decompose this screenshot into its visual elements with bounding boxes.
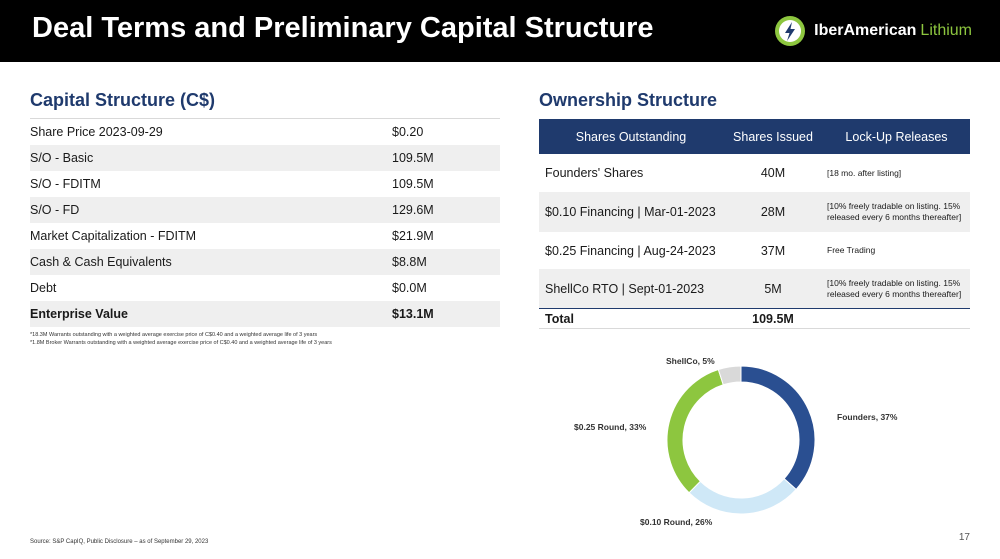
table-row: Share Price 2023-09-29 $0.20 <box>30 119 500 145</box>
row-issued: 5M <box>764 281 782 296</box>
capital-structure-table: Share Price 2023-09-29 $0.20 S/O - Basic… <box>30 118 500 327</box>
slice-010-round <box>688 478 797 515</box>
slice-founders <box>740 365 816 491</box>
row-label: S/O - FDITM <box>30 177 101 191</box>
company-logo: IberAmerican Lithium <box>774 14 972 48</box>
row-issued: 28M <box>760 205 786 219</box>
slice-label-shellco: ShellCo, 5% <box>666 356 715 366</box>
slice-label-025-round: $0.25 Round, 33% <box>574 422 647 432</box>
row-value: $8.8M <box>392 255 427 269</box>
column-header: Shares Outstanding <box>575 129 687 144</box>
row-value: $0.0M <box>392 281 427 295</box>
logo-word-lithium: Lithium <box>920 22 972 39</box>
table-row: $0.25 Financing | Aug-24-2023 37M Free T… <box>539 232 970 269</box>
table-row: Market Capitalization - FDITM $21.9M <box>30 223 500 249</box>
logo-word-iberamerican: IberAmerican <box>814 22 917 39</box>
lightning-icon <box>775 16 806 46</box>
row-value: $21.9M <box>392 229 434 243</box>
row-issued: 37M <box>760 243 786 258</box>
row-label: Market Capitalization - FDITM <box>30 229 197 243</box>
row-label: Cash & Cash Equivalents <box>30 255 172 269</box>
table-row: $0.10 Financing | Mar-01-2023 28M [10% f… <box>539 192 970 232</box>
capital-structure-title: Capital Structure (C$) <box>30 90 216 110</box>
table-row: S/O - FDITM 109.5M <box>30 171 500 197</box>
slice-label-010-round: $0.10 Round, 26% <box>640 517 713 527</box>
row-label: S/O - FD <box>30 203 80 217</box>
row-issued: 40M <box>760 166 786 180</box>
table-row: S/O - Basic 109.5M <box>30 145 500 171</box>
header-bar: Deal Terms and Preliminary Capital Struc… <box>0 0 1000 62</box>
ownership-structure-title: Ownership Structure <box>539 90 718 110</box>
footnote: *18.3M Warrants outstanding with a weigh… <box>30 332 318 338</box>
row-name: $0.10 Financing | Mar-01-2023 <box>545 205 716 219</box>
table-row: S/O - FD 129.6M <box>30 197 500 223</box>
footnote: *1.8M Broker Warrants outstanding with a… <box>30 340 332 346</box>
column-header: Lock-Up Releases <box>845 129 948 144</box>
row-name: Total <box>545 311 574 326</box>
slice-label-founders: Founders, 37% <box>837 412 898 422</box>
row-value: 109.5M <box>392 151 434 165</box>
row-label: Share Price 2023-09-29 <box>30 125 163 139</box>
row-name: Founders' Shares <box>545 166 644 180</box>
row-name: $0.25 Financing | Aug-24-2023 <box>545 243 716 258</box>
row-lockup: [10% freely tradable on listing. 15% rel… <box>827 277 962 299</box>
row-label: Enterprise Value <box>30 307 128 321</box>
row-lockup: Free Trading <box>827 245 876 255</box>
table-row: ShellCo RTO | Sept-01-2023 5M [10% freel… <box>539 269 970 308</box>
slice-shellco <box>717 365 742 386</box>
table-row-total: Total 109.5M <box>539 308 970 329</box>
source-note: Source: S&P CapIQ, Public Disclosure – a… <box>30 539 209 545</box>
table-row: Founders' Shares 40M [18 mo. after listi… <box>539 154 970 192</box>
column-header: Shares Issued <box>733 129 813 144</box>
row-lockup: [18 mo. after listing] <box>827 167 902 178</box>
row-value: 129.6M <box>392 203 434 217</box>
row-value: $0.20 <box>392 125 424 139</box>
row-label: S/O - Basic <box>30 151 94 165</box>
row-value: $13.1M <box>392 307 434 321</box>
row-issued: 109.5M <box>752 311 794 326</box>
table-row: Cash & Cash Equivalents $8.8M <box>30 249 500 275</box>
page-number: 17 <box>958 532 970 543</box>
row-lockup: [10% freely tradable on listing. 15% rel… <box>827 201 962 222</box>
table-row: Debt $0.0M <box>30 275 500 301</box>
ownership-table-header: Shares Outstanding Shares Issued Lock-Up… <box>539 119 970 154</box>
row-value: 109.5M <box>392 177 434 191</box>
table-row-total: Enterprise Value $13.1M <box>30 301 500 327</box>
row-label: Debt <box>30 281 57 295</box>
page-title: Deal Terms and Preliminary Capital Struc… <box>32 12 654 44</box>
row-name: ShellCo RTO | Sept-01-2023 <box>545 281 705 296</box>
slice-025-round <box>666 368 724 494</box>
